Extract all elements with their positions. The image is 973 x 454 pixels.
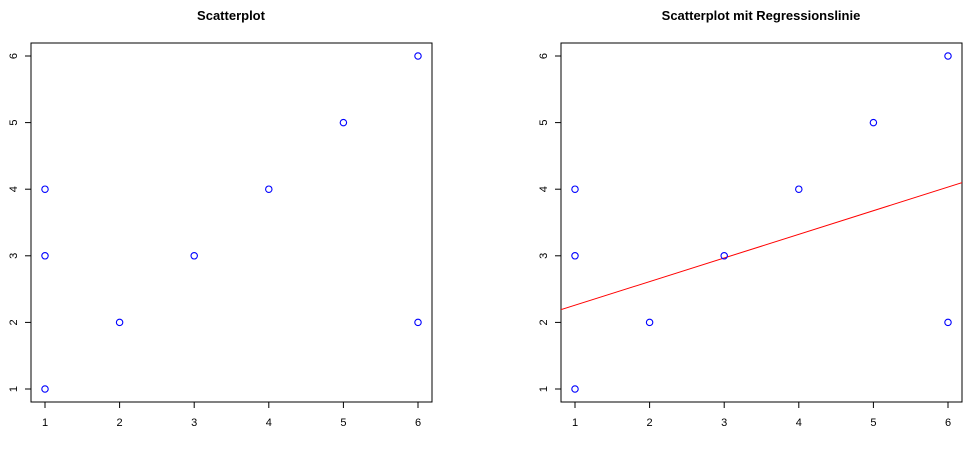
data-point bbox=[265, 185, 273, 193]
y-tick-label: 4 bbox=[8, 186, 20, 192]
plot-frame bbox=[30, 42, 433, 403]
data-point bbox=[720, 252, 728, 260]
x-tick-label: 4 bbox=[266, 417, 272, 429]
x-tick-label: 5 bbox=[340, 417, 346, 429]
data-point bbox=[41, 252, 49, 260]
panel-title: Scatterplot bbox=[197, 8, 266, 23]
data-point bbox=[645, 318, 654, 327]
data-point bbox=[571, 185, 579, 193]
axis-ticks: 1 2 3 4 5 6 1 2 3 4 5 6 bbox=[538, 53, 951, 429]
x-tick-label: 1 bbox=[572, 417, 578, 429]
x-tick-label: 2 bbox=[117, 417, 123, 429]
panel-title: Scatterplot mit Regressionslinie bbox=[662, 8, 861, 23]
x-tick-label: 4 bbox=[796, 417, 802, 429]
x-tick-label: 5 bbox=[870, 417, 876, 429]
x-tick-label: 1 bbox=[42, 417, 48, 429]
regression-line bbox=[561, 182, 962, 311]
data-point bbox=[944, 52, 952, 60]
x-tick-label: 3 bbox=[721, 417, 727, 429]
data-point bbox=[414, 52, 422, 60]
data-point bbox=[190, 252, 198, 260]
regression-line-layer bbox=[561, 182, 962, 311]
y-tick-label: 6 bbox=[538, 53, 550, 59]
data-point bbox=[339, 118, 348, 127]
y-tick-label: 1 bbox=[8, 386, 20, 392]
plot-frame bbox=[560, 42, 963, 403]
data-point bbox=[41, 385, 49, 393]
data-point bbox=[115, 318, 124, 327]
y-tick-label: 3 bbox=[8, 253, 20, 259]
y-tick-label: 2 bbox=[8, 319, 20, 325]
data-point bbox=[944, 318, 952, 327]
scatterplot-panel: Scatterplot 1 2 3 4 5 6 1 2 3 4 5 6 bbox=[8, 8, 433, 429]
data-point bbox=[571, 252, 579, 260]
x-tick-label: 6 bbox=[945, 417, 951, 429]
y-tick-label: 6 bbox=[8, 53, 20, 59]
data-points bbox=[41, 52, 422, 393]
data-point bbox=[414, 318, 422, 327]
axis-ticks: 1 2 3 4 5 6 1 2 3 4 5 6 bbox=[8, 53, 421, 429]
x-tick-label: 2 bbox=[647, 417, 653, 429]
data-point bbox=[41, 185, 49, 193]
y-tick-label: 1 bbox=[538, 386, 550, 392]
y-tick-label: 5 bbox=[538, 120, 550, 126]
y-tick-label: 3 bbox=[538, 253, 550, 259]
y-tick-label: 4 bbox=[538, 186, 550, 192]
data-point bbox=[795, 185, 803, 193]
regression-scatterplot-panel: Scatterplot mit Regressionslinie 1 2 3 4 5 61… bbox=[538, 8, 963, 429]
data-point bbox=[869, 118, 878, 127]
y-tick-label: 5 bbox=[8, 120, 20, 126]
x-tick-label: 3 bbox=[191, 417, 197, 429]
data-points bbox=[571, 52, 952, 393]
y-tick-label: 2 bbox=[538, 319, 550, 325]
x-tick-label: 6 bbox=[415, 417, 421, 429]
data-point bbox=[571, 385, 579, 393]
